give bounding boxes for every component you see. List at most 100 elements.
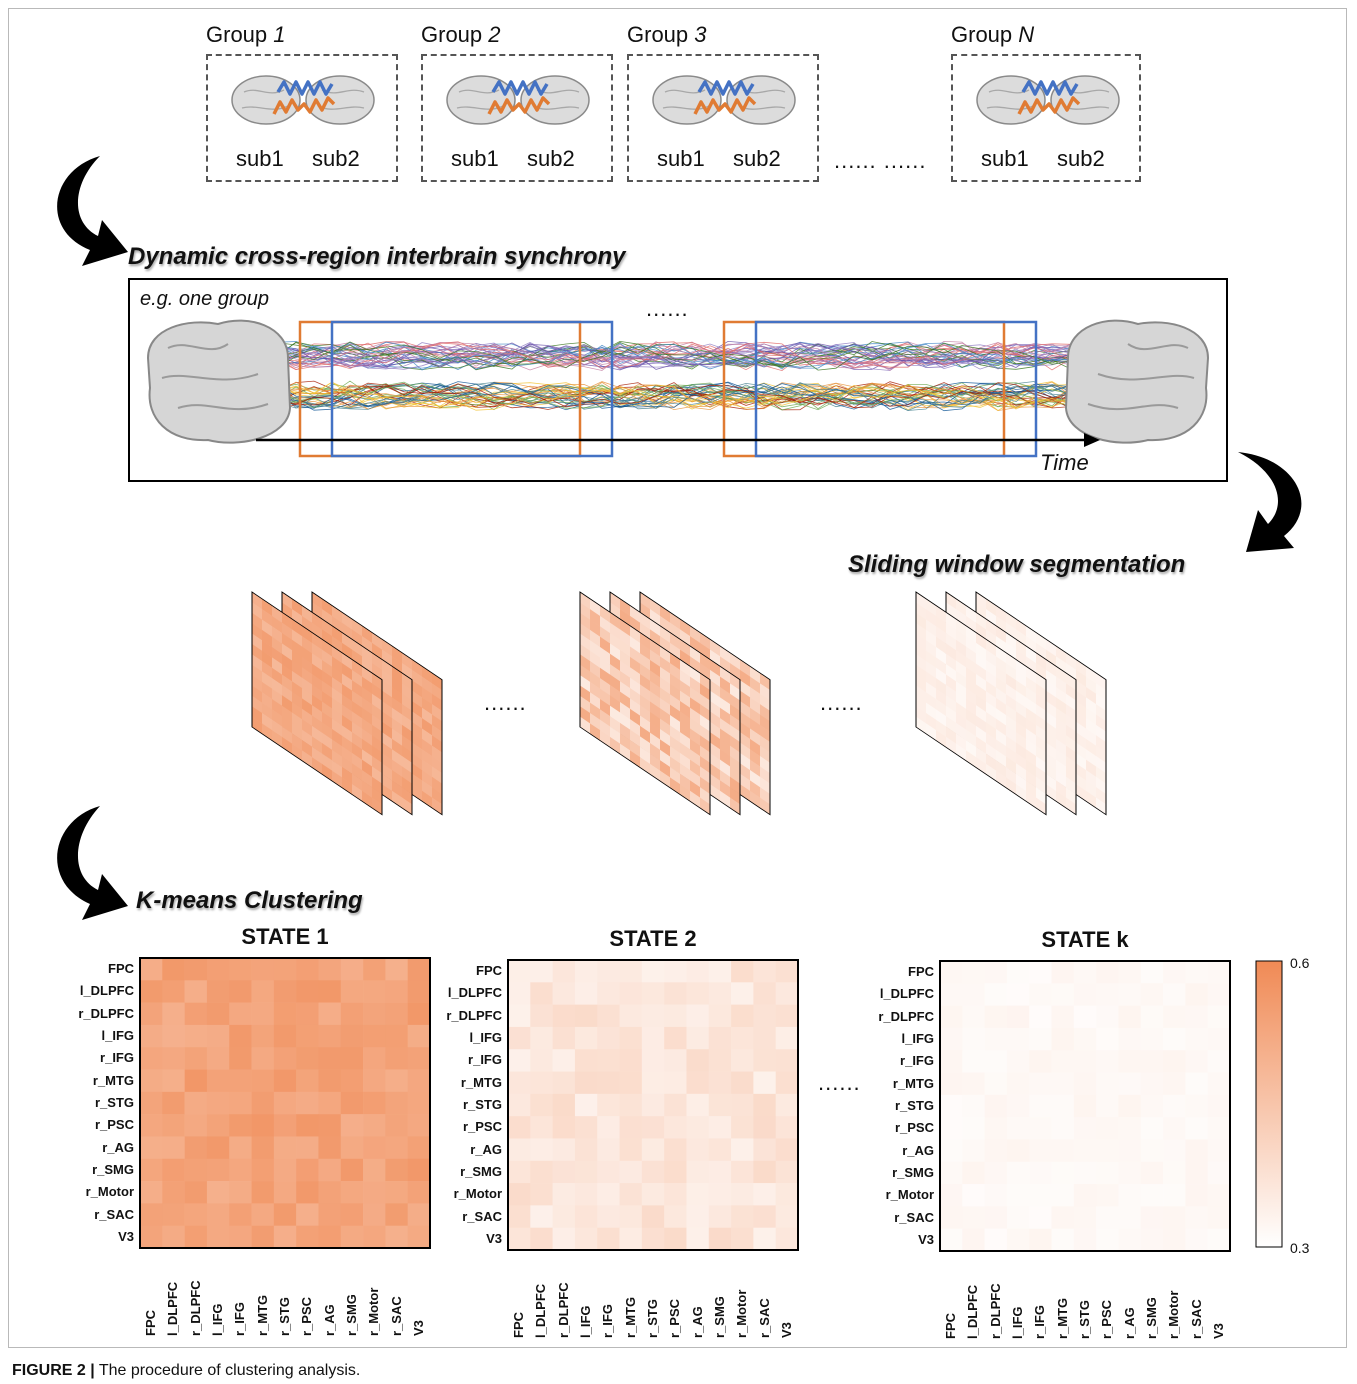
heatmap-cell <box>251 1158 275 1182</box>
heatmap-cell <box>385 1158 408 1182</box>
matrix-cell <box>1026 790 1037 809</box>
row-label: r_SAC <box>94 1206 134 1222</box>
column-label: r_PSC <box>299 1296 315 1336</box>
matrix-cell <box>1046 742 1057 761</box>
heatmap-cell <box>318 958 342 981</box>
heatmap-cell <box>1207 1005 1231 1029</box>
matrix-cell <box>946 716 957 734</box>
heatmap-cell <box>574 1026 598 1050</box>
heatmap-cell <box>184 1091 208 1115</box>
row-label: r_DLPFC <box>446 1007 502 1023</box>
heatmap-cell <box>206 1024 230 1048</box>
heatmap-cell <box>1163 1094 1186 1118</box>
row-label: r_PSC <box>462 1119 502 1135</box>
matrix-cell <box>750 728 761 747</box>
heatmap-cell <box>574 1049 598 1072</box>
matrix-cell <box>996 605 1007 624</box>
matrix-cell <box>600 626 611 644</box>
column-label: r_Motor <box>734 1289 750 1338</box>
heatmap-cell <box>340 1091 364 1115</box>
heatmap-cell <box>686 1093 710 1117</box>
heatmap-cell <box>1185 1005 1208 1029</box>
matrix-cell <box>670 663 681 681</box>
matrix-cell <box>1066 704 1077 722</box>
matrix-cell <box>680 629 691 647</box>
matrix-cell <box>996 677 1007 695</box>
matrix-cell <box>1006 612 1017 630</box>
matrix-cell <box>292 691 303 710</box>
matrix-cell <box>946 674 957 693</box>
matrix-cell <box>252 602 263 621</box>
matrix-cell <box>710 732 721 750</box>
matrix-cell <box>650 753 661 772</box>
heatmap-cell <box>1051 1139 1075 1163</box>
heatmap-cell <box>363 980 386 1003</box>
matrix-cell <box>1006 642 1017 661</box>
heatmap-cell <box>1051 1072 1075 1096</box>
subject-label: sub2 <box>733 146 781 171</box>
matrix-cell <box>1036 776 1047 795</box>
matrix-cell <box>342 632 353 651</box>
matrix-cell <box>730 652 741 671</box>
heatmap-cell <box>940 1184 963 1207</box>
matrix-cell <box>590 671 601 690</box>
heatmap-cell <box>641 1004 665 1028</box>
matrix-cell <box>936 647 947 665</box>
heatmap-cell <box>984 961 1008 984</box>
matrix-cell <box>1066 724 1077 743</box>
column-label: r_SMG <box>1143 1297 1159 1339</box>
matrix-cell <box>690 749 701 767</box>
heatmap-cell <box>552 1160 576 1184</box>
matrix-cell <box>372 745 383 764</box>
heatmap-cell <box>574 960 598 983</box>
heatmap-cell <box>708 1093 732 1117</box>
matrix-cell <box>926 640 937 658</box>
heatmap-cell <box>363 1203 386 1226</box>
column-label: r_SAC <box>388 1296 404 1336</box>
synchrony-signal-line <box>277 341 1089 370</box>
matrix-cell <box>1076 742 1087 761</box>
heatmap-cell <box>184 1002 208 1026</box>
heatmap-cell <box>385 1225 408 1249</box>
matrix-cell <box>976 602 987 621</box>
heatmap-cell <box>597 982 620 1005</box>
matrix-cell <box>916 643 927 662</box>
matrix-cell <box>946 592 957 610</box>
matrix-cell <box>362 656 373 674</box>
matrix-cell <box>580 664 591 683</box>
heatmap-cell <box>363 1136 386 1160</box>
heatmap-cell <box>140 1225 163 1249</box>
matrix-cell <box>710 742 721 761</box>
synchrony-signal-line <box>277 382 1089 410</box>
matrix-cell <box>760 756 771 774</box>
matrix-cell <box>332 687 343 706</box>
matrix-cell <box>302 677 313 696</box>
matrix-cell <box>936 698 947 717</box>
heatmap-cell <box>273 1047 297 1070</box>
heatmap-cell <box>206 1225 230 1249</box>
heatmap-cell <box>1207 983 1231 1006</box>
window-matrices-stacks <box>251 591 1107 816</box>
matrix-cell <box>700 745 711 764</box>
synchrony-signal-line <box>277 385 1089 411</box>
column-label: r_PSC <box>1099 1299 1115 1339</box>
matrix-cell <box>680 700 691 719</box>
matrix-cell <box>986 670 997 689</box>
subject-label: sub2 <box>312 146 360 171</box>
heatmap-cell <box>962 1072 985 1096</box>
matrix-cell <box>1076 784 1087 802</box>
matrix-cell <box>352 618 363 637</box>
matrix-cell <box>1096 745 1107 764</box>
column-label: r_STG <box>1077 1299 1092 1339</box>
matrix-cell <box>1056 770 1067 788</box>
matrix-cell <box>252 654 263 672</box>
matrix-cell <box>412 773 423 792</box>
matrix-cell <box>710 752 721 771</box>
heatmap-cell <box>1029 1094 1052 1118</box>
matrix-cell <box>610 612 621 630</box>
matrix-cell <box>312 632 323 651</box>
matrix-cell <box>986 763 997 782</box>
heatmap-cell <box>340 1136 364 1160</box>
heatmap-cell <box>206 1091 230 1115</box>
heatmap-cell <box>597 1004 620 1028</box>
